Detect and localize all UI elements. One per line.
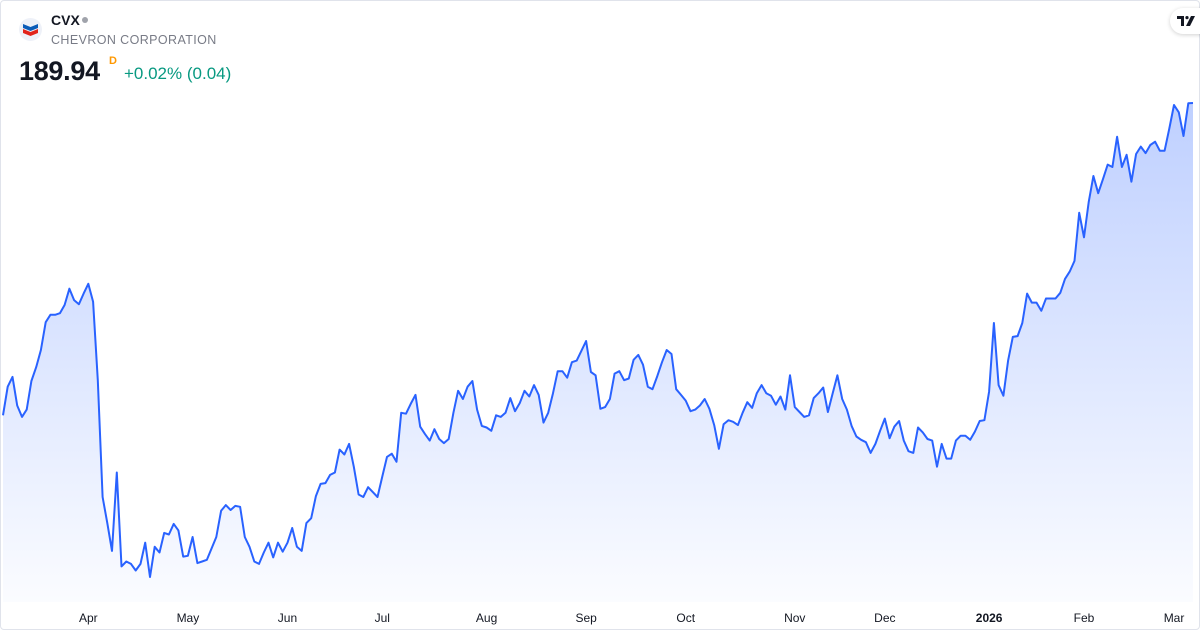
x-tick-label: Sep [575, 611, 597, 625]
x-tick-label: 2026 [976, 611, 1003, 625]
price-line [2, 102, 1194, 578]
x-tick-label: Nov [784, 611, 805, 625]
ticker-symbol: CVX [51, 12, 80, 28]
x-axis: Apr May Jun Jul Aug Sep Oct Nov Dec 2026 Feb Mar [79, 611, 1184, 625]
x-tick-label: Feb [1074, 611, 1095, 625]
company-name: CHEVRON CORPORATION [51, 33, 217, 47]
chevron-logo-icon [19, 18, 42, 41]
last-price: 189.94 [19, 56, 100, 86]
x-tick-label: Dec [874, 611, 895, 625]
market-status-dot [82, 17, 88, 23]
x-tick-label: Mar [1164, 611, 1185, 625]
price-area-fill [3, 103, 1193, 602]
price-change: +0.02% (0.04) [124, 64, 232, 83]
x-tick-label: Apr [79, 611, 98, 625]
x-tick-label: Jul [375, 611, 390, 625]
tradingview-logo-icon[interactable] [1170, 8, 1200, 34]
x-tick-label: Aug [476, 611, 497, 625]
x-tick-label: Oct [676, 611, 695, 625]
interval-badge: D [109, 55, 117, 67]
x-tick-label: May [177, 611, 200, 625]
x-tick-label: Jun [278, 611, 297, 625]
